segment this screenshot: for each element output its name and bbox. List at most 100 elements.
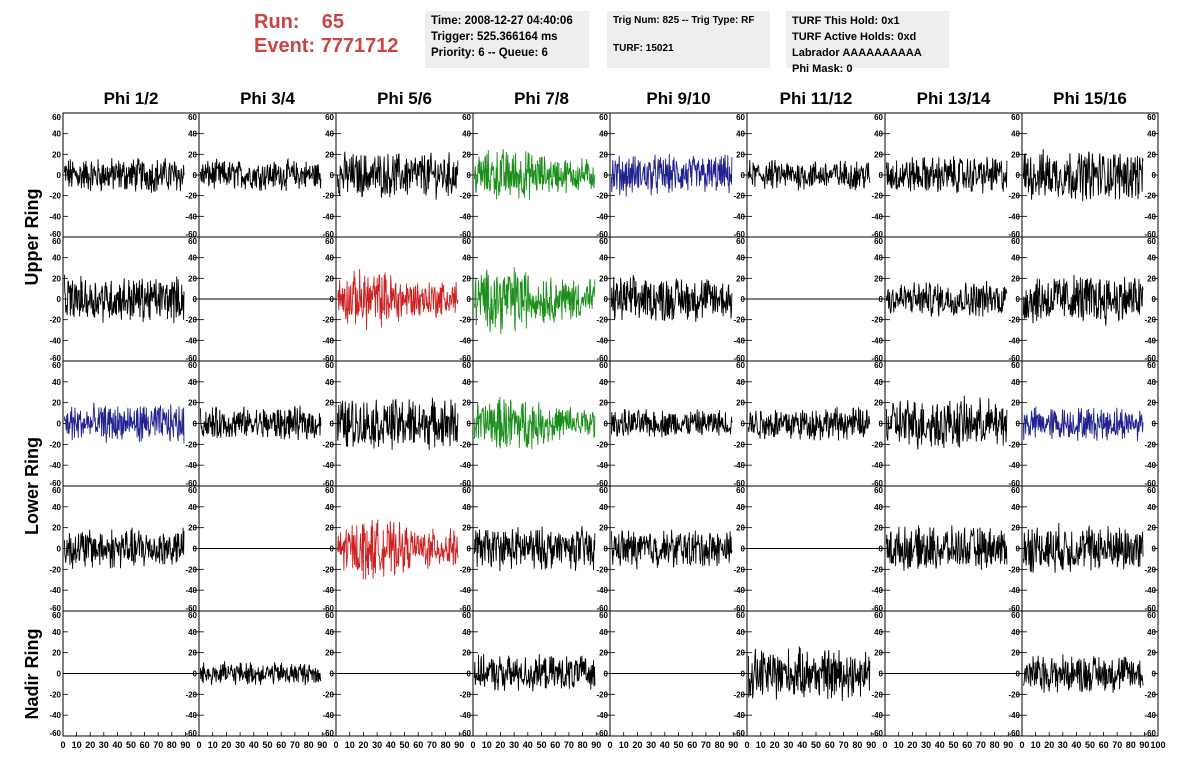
x-tick-label: 40 — [523, 740, 533, 750]
y-tick-label: 0 — [741, 420, 746, 429]
y-tick-label: -40 — [459, 212, 471, 221]
y-tick-label: 60 — [188, 113, 197, 122]
y-tick-label: -20 — [596, 316, 608, 325]
x-tick-label: 60 — [687, 740, 697, 750]
y-tick-label: 60 — [1147, 237, 1156, 246]
y-tick-label: 0 — [57, 670, 62, 679]
x-tick-label: 20 — [770, 740, 780, 750]
y-tick-label: 20 — [874, 399, 883, 408]
y-tick-label: -20 — [1144, 440, 1156, 449]
waveform-trace — [885, 156, 1008, 194]
y-tick-label: -60 — [1008, 479, 1020, 488]
event-line: Event: 7771712 — [254, 34, 399, 58]
x-tick-label: 20 — [85, 740, 95, 750]
y-tick-label: 60 — [1147, 361, 1156, 370]
x-tick-label: 60 — [825, 740, 835, 750]
x-tick-label: 30 — [921, 740, 931, 750]
y-tick-label: 20 — [1011, 274, 1020, 283]
y-tick-label: 60 — [188, 361, 197, 370]
y-tick-label: 40 — [599, 628, 608, 637]
y-tick-label: 20 — [736, 150, 745, 159]
y-tick-label: -60 — [322, 729, 334, 738]
x-tick-label: 40 — [386, 740, 396, 750]
y-tick-label: 0 — [1016, 545, 1021, 554]
x-tick-label: 70 — [701, 740, 711, 750]
time-info-box: Time: 2008-12-27 04:40:06 Trigger: 525.3… — [425, 11, 589, 68]
y-tick-label: 20 — [1147, 274, 1156, 283]
waveform-trace — [473, 526, 596, 572]
y-tick-label: 40 — [462, 254, 471, 263]
y-tick-label: -60 — [322, 479, 334, 488]
y-tick-label: 40 — [874, 503, 883, 512]
waveform-trace — [336, 151, 459, 200]
y-tick-label: -40 — [185, 212, 197, 221]
waveform-trace — [63, 527, 185, 569]
y-tick-label: -20 — [1008, 440, 1020, 449]
y-tick-label: -20 — [459, 192, 471, 201]
waveform-trace — [610, 409, 733, 438]
y-tick-label: -20 — [871, 565, 883, 574]
trig-num-text: Trig Num: 825 -- Trig Type: RF — [613, 15, 755, 26]
x-tick-label: 70 — [839, 740, 849, 750]
y-tick-label: 0 — [604, 670, 609, 679]
waveform-trace — [473, 148, 596, 200]
turf-active-text: TURF Active Holds: 0xd — [792, 31, 917, 43]
y-tick-label: -20 — [459, 316, 471, 325]
y-tick-label: 0 — [57, 420, 62, 429]
y-tick-label: 60 — [52, 361, 61, 370]
y-tick-label: 0 — [330, 171, 335, 180]
y-tick-label: 40 — [325, 378, 334, 387]
x-tick-label: 70 — [976, 740, 986, 750]
y-tick-label: -60 — [733, 479, 745, 488]
waveform-trace — [63, 274, 185, 324]
y-tick-label: 0 — [57, 295, 62, 304]
waveform-trace — [473, 396, 596, 450]
y-tick-label: 0 — [741, 171, 746, 180]
x-tick-label: 90 — [866, 740, 876, 750]
phi-mask-text: Phi Mask: 0 — [792, 63, 853, 75]
y-tick-label: -40 — [1144, 711, 1156, 720]
y-tick-label: 40 — [325, 503, 334, 512]
y-tick-label: 40 — [188, 503, 197, 512]
y-tick-label: 60 — [188, 611, 197, 620]
y-tick-label: 20 — [325, 150, 334, 159]
y-tick-label: -40 — [596, 212, 608, 221]
x-tick-label: 50 — [262, 740, 272, 750]
y-tick-label: -60 — [1008, 729, 1020, 738]
waveform-trace — [1022, 522, 1144, 573]
y-tick-label: -40 — [49, 336, 61, 345]
row-label: Upper Ring — [22, 189, 42, 286]
y-tick-label: 40 — [52, 628, 61, 637]
y-tick-label: -40 — [871, 711, 883, 720]
y-tick-label: -20 — [185, 690, 197, 699]
y-tick-label: 20 — [52, 399, 61, 408]
y-tick-label: -40 — [596, 461, 608, 470]
y-tick-label: -60 — [459, 230, 471, 239]
y-tick-label: -40 — [1144, 336, 1156, 345]
waveform-trace — [337, 269, 459, 331]
y-tick-label: 0 — [57, 171, 62, 180]
y-tick-label: 60 — [736, 361, 745, 370]
y-tick-label: -60 — [185, 479, 197, 488]
y-tick-label: -60 — [871, 230, 883, 239]
run-line: Run: 65 — [254, 10, 399, 34]
waveform-trace — [336, 397, 459, 450]
y-tick-label: 20 — [1011, 399, 1020, 408]
x-tick-label: 50 — [673, 740, 683, 750]
y-tick-label: -40 — [871, 336, 883, 345]
y-tick-label: -40 — [185, 461, 197, 470]
y-tick-label: -60 — [1144, 729, 1156, 738]
x-tick-label: 0 — [196, 740, 201, 750]
y-tick-label: 0 — [57, 545, 62, 554]
y-tick-label: -20 — [185, 440, 197, 449]
x-tick-label: 40 — [797, 740, 807, 750]
y-tick-label: 0 — [1016, 295, 1021, 304]
y-tick-label: 40 — [188, 254, 197, 263]
y-tick-label: 60 — [1147, 611, 1156, 620]
waveform-trace — [747, 159, 871, 191]
waveform-trace — [336, 519, 459, 580]
y-tick-label: 20 — [599, 524, 608, 533]
x-tick-label: 10 — [208, 740, 218, 750]
x-tick-label: 20 — [907, 740, 917, 750]
y-tick-label: 60 — [52, 237, 61, 246]
